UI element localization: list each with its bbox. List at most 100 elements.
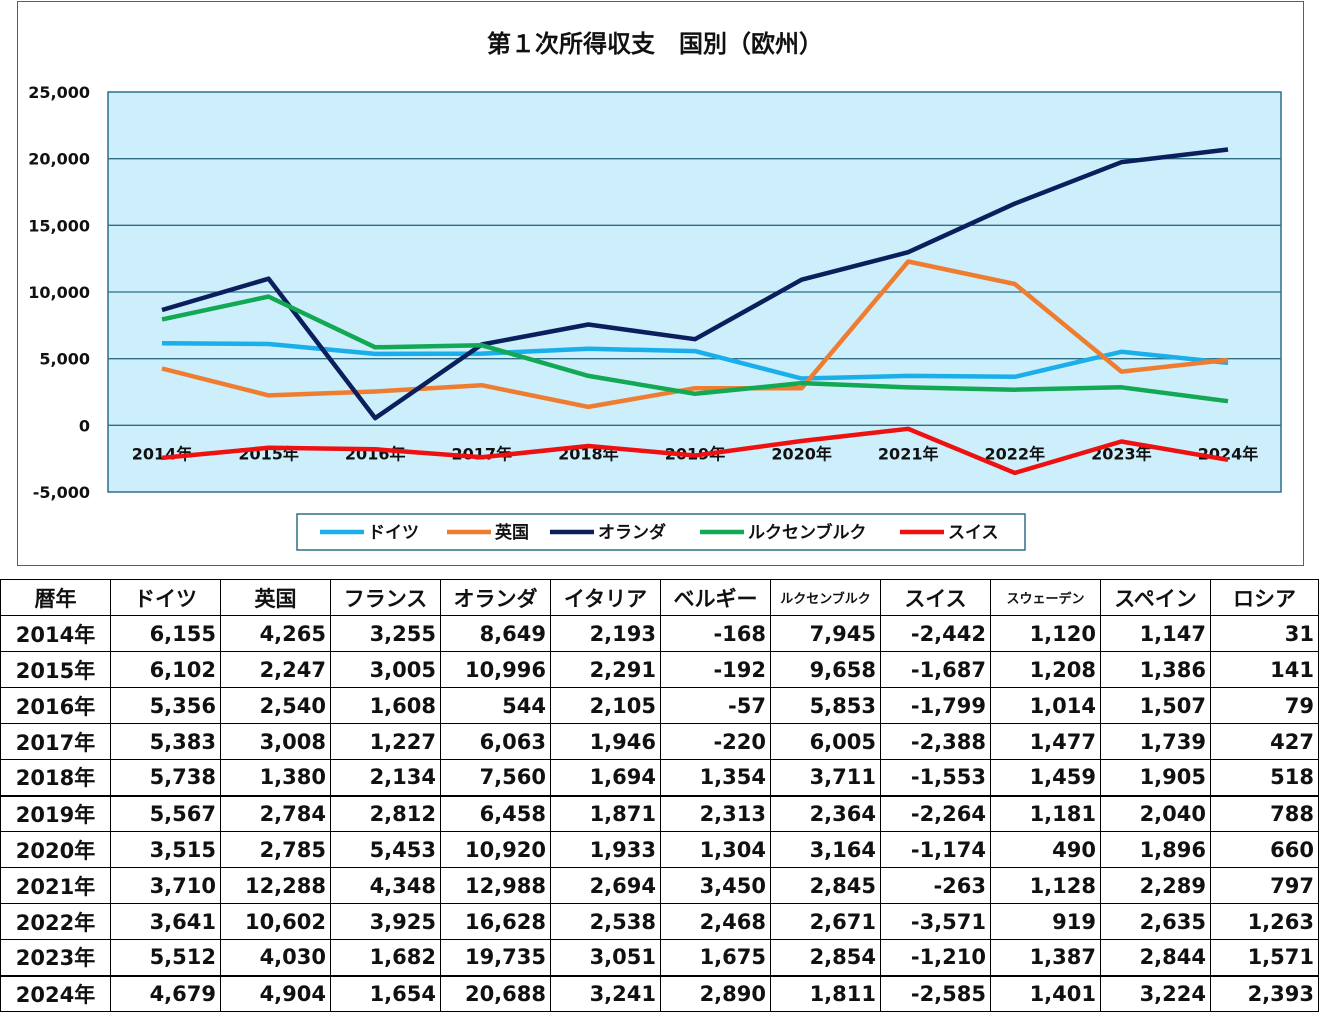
value-cell: -263 [880, 867, 991, 904]
value-cell: 6,155 [110, 615, 221, 652]
value-cell: 2,785 [220, 831, 331, 868]
value-cell: 6,102 [110, 651, 221, 688]
value-cell: 2,393 [1210, 974, 1319, 1012]
value-cell: -2,388 [880, 723, 991, 760]
table-row: 2023年 5,512 4,030 1,682 19,735 3,051 1,675 2,85… [0, 939, 1319, 976]
value-cell: -168 [660, 615, 771, 652]
x-tick-label: 2020年 [771, 444, 832, 463]
value-cell: 5,853 [770, 687, 881, 724]
value-cell: 2,694 [550, 867, 661, 904]
value-cell: 3,711 [770, 759, 881, 796]
series-line-オランダ [161, 147, 1229, 421]
column-header: イタリア [550, 579, 661, 616]
value-cell: 1,905 [1100, 759, 1211, 796]
x-tick-label: 2017年 [452, 444, 513, 463]
value-cell: 7,945 [770, 615, 881, 652]
y-tick-label: 15,000 [28, 216, 90, 235]
table-row: 2020年 3,515 2,785 5,453 10,920 1,933 1,304 3,16… [0, 831, 1319, 868]
value-cell: 1,014 [990, 687, 1101, 724]
value-cell: 20,688 [440, 974, 551, 1012]
year-cell: 2019年 [0, 794, 111, 832]
value-cell: 31 [1210, 615, 1319, 652]
series-line-スイス [161, 426, 1229, 476]
value-cell: 1,387 [990, 939, 1101, 976]
value-cell: 1,933 [550, 831, 661, 868]
value-cell: 1,608 [330, 687, 441, 724]
series-line-ルクセンブルク [161, 294, 1229, 404]
column-header: ドイツ [110, 579, 221, 616]
year-cell: 2018年 [0, 759, 111, 796]
value-cell: 1,401 [990, 974, 1101, 1012]
value-cell: 1,694 [550, 759, 661, 796]
y-tick-label: 10,000 [28, 283, 90, 302]
value-cell: 2,040 [1100, 794, 1211, 832]
column-header: ロシア [1210, 579, 1319, 616]
column-header: 英国 [220, 579, 331, 616]
value-cell: 1,739 [1100, 723, 1211, 760]
value-cell: 1,208 [990, 651, 1101, 688]
column-header: ルクセンブルク [770, 579, 881, 616]
value-cell: 1,571 [1210, 939, 1319, 976]
value-cell: 3,641 [110, 903, 221, 940]
value-cell: 1,896 [1100, 831, 1211, 868]
value-cell: 19,735 [440, 939, 551, 976]
value-cell: 5,512 [110, 939, 221, 976]
value-cell: 2,364 [770, 794, 881, 832]
year-cell: 2020年 [0, 831, 111, 868]
legend-label: スイス [948, 523, 999, 543]
value-cell: 7,560 [440, 759, 551, 796]
value-cell: 1,654 [330, 974, 441, 1012]
x-tick-label: 2021年 [878, 444, 939, 463]
table-row: 2015年 6,102 2,247 3,005 10,996 2,291 -192 9,658… [0, 651, 1319, 688]
value-cell: 797 [1210, 867, 1319, 904]
value-cell: 2,671 [770, 903, 881, 940]
legend-label: ルクセンブルク [748, 522, 867, 543]
value-cell: 1,946 [550, 723, 661, 760]
value-cell: 1,120 [990, 615, 1101, 652]
value-cell: 4,679 [110, 974, 221, 1012]
value-cell: 10,602 [220, 903, 331, 940]
value-cell: -1,799 [880, 687, 991, 724]
value-cell: 919 [990, 903, 1101, 940]
value-cell: 5,356 [110, 687, 221, 724]
value-cell: -220 [660, 723, 771, 760]
year-cell: 2022年 [0, 903, 111, 940]
value-cell: -2,442 [880, 615, 991, 652]
value-cell: 3,164 [770, 831, 881, 868]
value-cell: -192 [660, 651, 771, 688]
value-cell: 1,380 [220, 759, 331, 796]
column-header: スイス [880, 579, 991, 616]
value-cell: 3,710 [110, 867, 221, 904]
chart-title: 第１次所得収支 国別（欧州） [487, 30, 823, 58]
column-header: スウェーデン [990, 579, 1101, 616]
value-cell: 9,658 [770, 651, 881, 688]
y-tick-label: -5,000 [33, 483, 90, 502]
table-header-row: 暦年 ドイツ 英国 フランス オランダ イタリア ベルギー ルクセンブルク スイス スウェーデンス… [0, 579, 1319, 616]
line-chart: 第１次所得収支 国別（欧州） 25,000 20,000 15,000 10,000 5… [28, 30, 1282, 551]
value-cell: 1,459 [990, 759, 1101, 796]
value-cell: 2,193 [550, 615, 661, 652]
value-cell: 16,628 [440, 903, 551, 940]
legend-label: ドイツ [368, 523, 419, 543]
value-cell: 5,738 [110, 759, 221, 796]
value-cell: -57 [660, 687, 771, 724]
value-cell: 10,996 [440, 651, 551, 688]
legend-label: 英国 [495, 522, 529, 543]
column-header: オランダ [440, 579, 551, 616]
value-cell: 2,890 [660, 974, 771, 1012]
value-cell: 2,812 [330, 794, 441, 832]
data-table: 暦年 ドイツ 英国 フランス オランダ イタリア ベルギー ルクセンブルク スイス スウェーデンス… [0, 579, 1319, 1012]
value-cell: 1,128 [990, 867, 1101, 904]
value-cell: -3,571 [880, 903, 991, 940]
value-cell: 3,224 [1100, 974, 1211, 1012]
value-cell: 1,386 [1100, 651, 1211, 688]
value-cell: 518 [1210, 759, 1319, 796]
value-cell: 3,005 [330, 651, 441, 688]
column-header: ベルギー [660, 579, 771, 616]
column-header: スペイン [1100, 579, 1211, 616]
value-cell: -1,210 [880, 939, 991, 976]
value-cell: 1,682 [330, 939, 441, 976]
value-cell: 2,635 [1100, 903, 1211, 940]
value-cell: 1,477 [990, 723, 1101, 760]
value-cell: 1,147 [1100, 615, 1211, 652]
